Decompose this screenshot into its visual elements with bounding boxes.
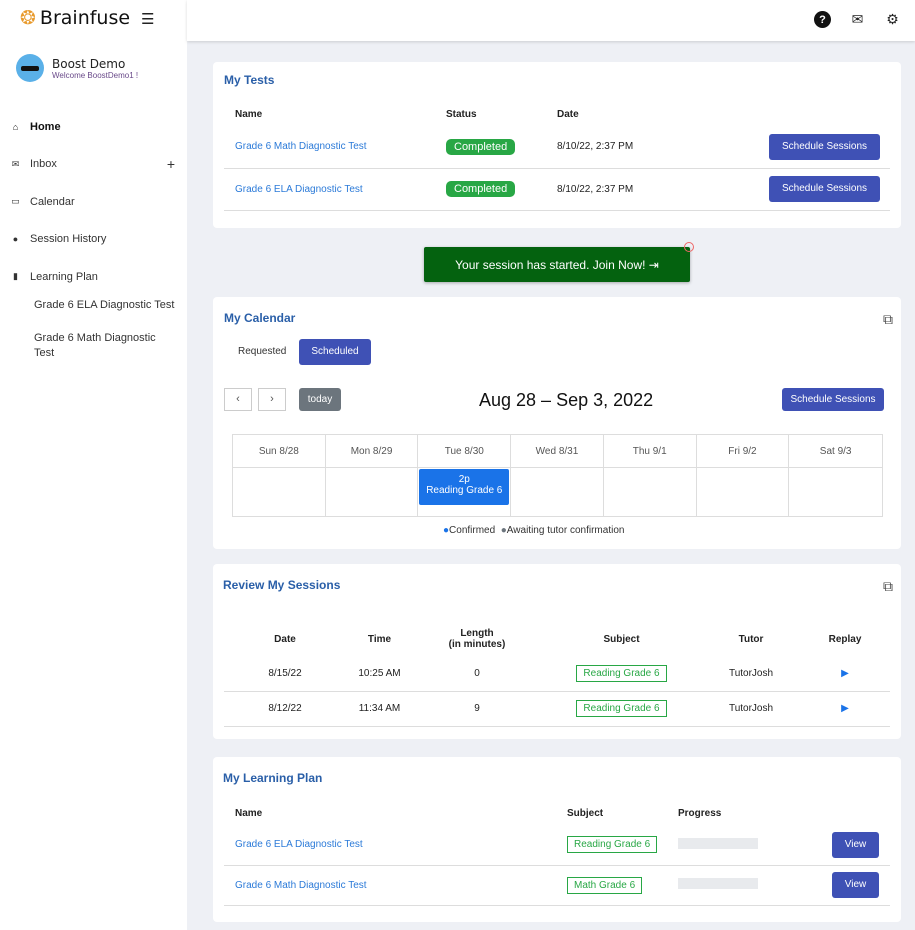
progress-bar: [678, 837, 758, 849]
confirmed-dot-icon: ●: [443, 525, 450, 536]
sidebar-item-calendar[interactable]: ▭ Calendar: [11, 195, 75, 208]
schedule-sessions-button[interactable]: Schedule Sessions: [782, 388, 884, 411]
tab-requested[interactable]: Requested: [238, 346, 287, 357]
learning-plan-card: My Learning Plan Name Subject Progress Gra…: [213, 757, 901, 922]
today-button[interactable]: today: [299, 388, 341, 411]
review-sessions-card: Review My Sessions ⧉ Date Time Length (in …: [213, 564, 901, 739]
sidebar: ❂ Brainfuse ☰ Boost Demo Welcome BoostDemo…: [0, 0, 187, 930]
view-button[interactable]: View: [832, 831, 879, 858]
calendar-event[interactable]: 2p Reading Grade 6: [419, 469, 510, 505]
play-icon[interactable]: ▶: [800, 656, 890, 692]
awaiting-dot-icon: ●: [500, 525, 507, 536]
table-row: Grade 6 Math Diagnostic Test Completed 8/1…: [224, 126, 890, 169]
nav: ⌂ Home ✉ Inbox + ▭ Calendar ● Session History…: [0, 108, 187, 361]
home-icon: ⌂: [12, 121, 19, 132]
subject-badge: Reading Grade 6: [576, 664, 667, 682]
user-name: Boost Demo: [52, 56, 126, 71]
menu-icon[interactable]: ☰: [141, 11, 155, 28]
calendar-legend: ●Confirmed ●Awaiting tutor confirmation: [443, 525, 625, 536]
subject-badge: Reading Grade 6: [576, 700, 667, 717]
external-link-icon[interactable]: ⧉: [883, 311, 893, 327]
schedule-sessions-button[interactable]: Schedule Sessions: [769, 133, 880, 160]
join-session-button[interactable]: Your session has started. Join Now! ⇥: [424, 247, 690, 282]
brand-logo[interactable]: ❂ Brainfuse: [20, 7, 131, 29]
sidebar-item-session-history[interactable]: ● Session History: [12, 233, 107, 246]
user-profile: Boost Demo Welcome BoostDemo1 !: [16, 54, 138, 82]
week-grid: Sun 8/28 Mon 8/29 Tue 8/30 Wed 8/31 Thu 9/1 F…: [232, 434, 883, 517]
history-icon: ●: [12, 234, 19, 245]
view-button[interactable]: View: [832, 872, 879, 898]
card-title: My Learning Plan: [223, 771, 323, 785]
progress-bar: [678, 878, 758, 889]
play-icon[interactable]: ▶: [800, 691, 890, 727]
external-link-icon[interactable]: ⧉: [883, 578, 893, 594]
table-row: 8/12/22 11:34 AM 9 Reading Grade 6 TutorJosh…: [224, 691, 890, 727]
top-bar: ? ✉ ⚙: [187, 0, 915, 41]
sidebar-item-learning-plan[interactable]: ▮ Learning Plan: [0, 258, 187, 296]
notification-ring: [684, 242, 694, 252]
card-title: My Calendar: [224, 311, 296, 325]
book-icon: ▮: [13, 271, 18, 282]
table-row: 8/15/22 10:25 AM 0 Reading Grade 6 TutorJosh…: [224, 656, 890, 692]
date-range: Aug 28 – Sep 3, 2022: [479, 390, 654, 410]
prev-button[interactable]: ‹: [224, 388, 252, 411]
mail-icon: ✉: [11, 158, 20, 169]
card-title: Review My Sessions: [223, 578, 341, 592]
help-icon[interactable]: ?: [814, 11, 831, 28]
sidebar-sub-ela[interactable]: Grade 6 ELA Diagnostic Test: [34, 298, 175, 311]
tab-scheduled[interactable]: Scheduled: [299, 339, 371, 365]
plus-icon[interactable]: +: [166, 156, 175, 173]
brain-icon: ❂: [20, 7, 36, 29]
avatar: [16, 54, 44, 82]
next-button[interactable]: ›: [258, 388, 286, 411]
my-tests-card: My Tests Name Status Date Grade 6 Math Dia…: [213, 62, 901, 228]
schedule-sessions-button[interactable]: Schedule Sessions: [769, 176, 880, 202]
table-row: Grade 6 ELA Diagnostic Test Completed 8/10…: [224, 168, 890, 211]
calendar-icon: ▭: [11, 196, 20, 207]
login-icon: ⇥: [648, 257, 659, 272]
status-badge: Completed: [446, 181, 516, 197]
user-settings-icon[interactable]: ⚙: [886, 11, 899, 27]
table-row: Grade 6 Math Diagnostic Test Math Grade 6…: [224, 865, 890, 906]
sidebar-item-inbox[interactable]: ✉ Inbox +: [11, 156, 175, 173]
card-title: My Tests: [224, 73, 275, 87]
sidebar-sub-math[interactable]: Grade 6 Math Diagnostic Test: [34, 331, 156, 359]
my-calendar-card: My Calendar ⧉ Requested Scheduled ‹ › to…: [213, 297, 901, 549]
status-badge: Completed: [446, 138, 516, 155]
mail-icon[interactable]: ✉: [851, 11, 864, 27]
table-row: Grade 6 ELA Diagnostic Test Reading Grade…: [224, 825, 890, 866]
welcome-text: Welcome BoostDemo1 !: [52, 70, 139, 80]
sidebar-item-home[interactable]: ⌂ Home: [12, 120, 61, 133]
